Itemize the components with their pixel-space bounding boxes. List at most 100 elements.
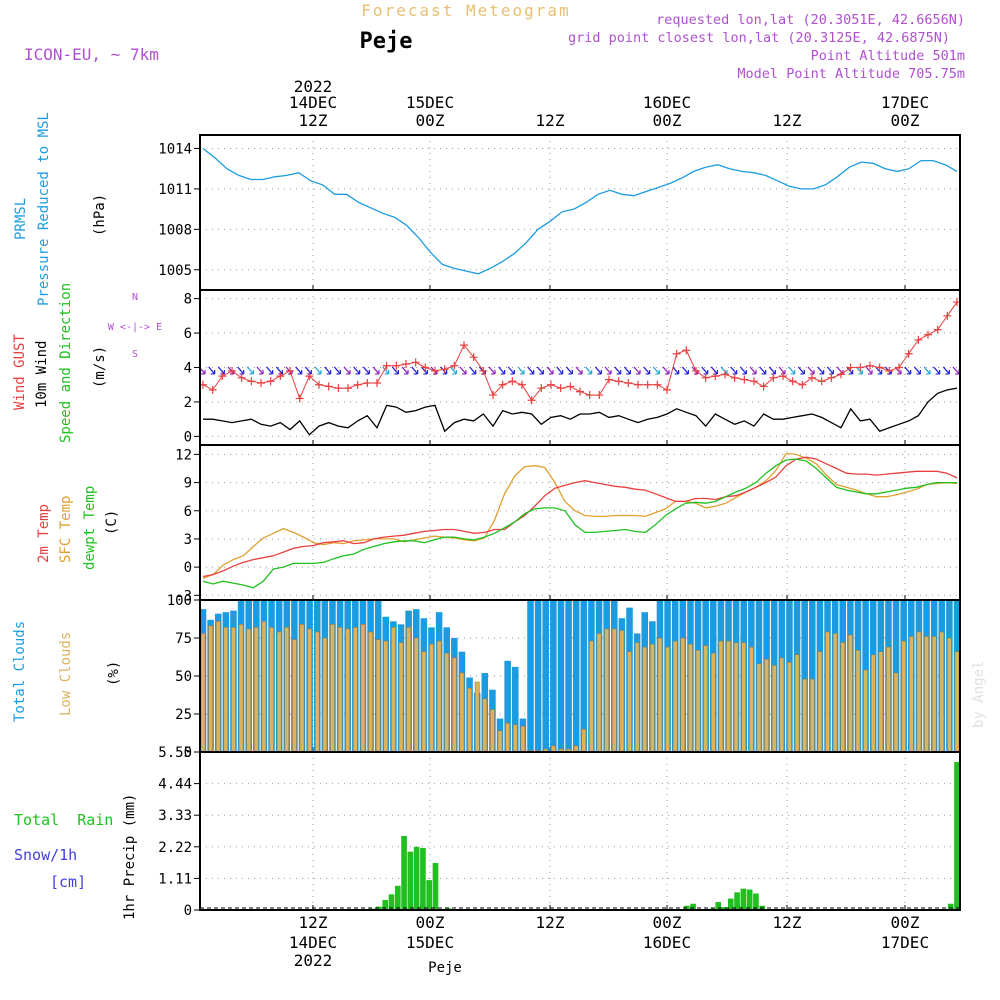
gust-marker — [798, 380, 807, 389]
low-cloud-bar — [208, 625, 214, 753]
gust-marker — [711, 372, 720, 381]
y-tick-label: 50 — [175, 669, 192, 685]
wind-direction-arrow — [633, 366, 641, 375]
low-cloud-bar — [276, 631, 282, 753]
wind-direction-arrow — [565, 366, 573, 375]
gust-marker — [392, 361, 401, 370]
rain-bar — [721, 907, 728, 910]
y-tick-label: 0 — [184, 745, 192, 761]
y-tick-label: 0 — [184, 429, 192, 445]
y-tick-label: 3 — [184, 532, 192, 548]
low-cloud-bar — [505, 722, 511, 753]
bottom-date-label: 16DEC — [643, 933, 691, 952]
rain-bar — [432, 863, 439, 910]
gust-marker — [266, 377, 275, 386]
wind-direction-arrow — [217, 366, 225, 375]
bottom-hour-label: 12Z — [773, 913, 802, 932]
temp-2m-line — [202, 456, 958, 578]
gust-marker — [208, 385, 217, 394]
gust-marker — [924, 330, 932, 339]
gust-marker — [305, 372, 314, 381]
rain-bar — [394, 885, 401, 910]
low-cloud-bar — [908, 636, 914, 753]
low-cloud-bar — [299, 624, 305, 753]
gust-marker — [672, 349, 681, 358]
sfc-temp-line — [202, 452, 958, 580]
gust-marker — [933, 325, 942, 334]
top-date-label: 16DEC — [643, 93, 691, 112]
low-cloud-bar — [779, 657, 785, 753]
wind-direction-arrow — [295, 366, 303, 375]
clouds-label-2: Low Clouds — [58, 632, 74, 716]
low-cloud-bar — [467, 687, 472, 753]
low-cloud-bar — [657, 637, 663, 753]
rain-bar — [407, 851, 414, 910]
gust-marker — [382, 361, 391, 370]
precip-panel: 0 1.11 2.22 3.33 4.44 5.55 — [158, 745, 961, 919]
low-cloud-bar — [444, 652, 450, 753]
low-cloud-bar — [604, 628, 610, 753]
rain-bar — [740, 888, 747, 910]
low-cloud-bar — [642, 646, 648, 753]
y-tick-label: 100 — [167, 593, 192, 609]
low-cloud-bar — [787, 662, 792, 753]
low-cloud-bar — [238, 624, 244, 753]
gust-marker — [450, 361, 459, 370]
clouds-panel: 0 25 50 75 100 — [167, 593, 961, 761]
low-cloud-bar — [954, 651, 960, 753]
wind-direction-arrow — [536, 366, 544, 375]
low-cloud-bar — [307, 628, 313, 753]
gust-line — [202, 301, 958, 402]
rain-bar — [382, 900, 389, 910]
gust-marker — [247, 377, 256, 386]
wind-label-1: Wind GUST — [12, 334, 28, 410]
low-cloud-bar — [680, 637, 686, 753]
compass-south: S — [132, 349, 138, 360]
wind-direction-arrow — [517, 366, 525, 375]
wind-direction-arrow — [527, 366, 535, 375]
top-date-label: 14DEC — [289, 93, 337, 112]
low-cloud-bar — [474, 681, 480, 753]
wind-direction-arrow — [459, 366, 467, 375]
low-cloud-bar — [398, 642, 404, 753]
low-cloud-bar — [383, 640, 389, 753]
clouds-label-1: Total Clouds — [12, 621, 28, 722]
wind-direction-arrow — [604, 366, 612, 375]
gust-marker — [228, 366, 236, 375]
total-cloud-bar — [504, 660, 511, 752]
gust-marker — [469, 353, 478, 362]
low-cloud-bar — [231, 627, 236, 753]
gust-marker — [692, 366, 700, 375]
gust-marker — [614, 377, 623, 386]
temp-unit: (C) — [104, 510, 120, 535]
wind-direction-arrow — [913, 366, 921, 375]
low-cloud-bar — [596, 633, 602, 753]
precip-label-rain: Total Rain — [14, 811, 113, 829]
chart-panels: 100510081011101402468-303691202550751000… — [158, 134, 961, 919]
low-cloud-bar — [939, 631, 945, 753]
wind-direction-arrow — [382, 366, 390, 375]
wind-direction-arrow — [324, 366, 332, 375]
low-cloud-bar — [581, 728, 587, 753]
wind-speed-line — [203, 387, 958, 436]
top-hour-label: 00Z — [891, 111, 920, 130]
low-cloud-bar — [253, 627, 259, 753]
top-hour-label: 00Z — [416, 111, 445, 130]
wind-side-labels: Wind GUST 10m Wind Speed and Direction (… — [12, 283, 162, 443]
y-tick-label: 6 — [184, 504, 192, 520]
low-cloud-bar — [261, 620, 267, 753]
wind-direction-arrow — [788, 366, 796, 375]
low-cloud-bar — [794, 654, 800, 753]
total-cloud-bar — [580, 600, 588, 752]
footer-location: Peje — [428, 960, 462, 976]
rain-bar — [401, 835, 407, 910]
wind-direction-arrow — [923, 366, 931, 375]
wind-direction-arrow — [488, 366, 496, 375]
gust-marker — [576, 387, 584, 396]
bottom-hour-label: 12Z — [536, 913, 565, 932]
low-cloud-bar — [375, 639, 381, 753]
low-cloud-bar — [368, 631, 373, 753]
wind-direction-arrow — [614, 366, 622, 375]
wind-direction-arrow — [469, 366, 477, 375]
